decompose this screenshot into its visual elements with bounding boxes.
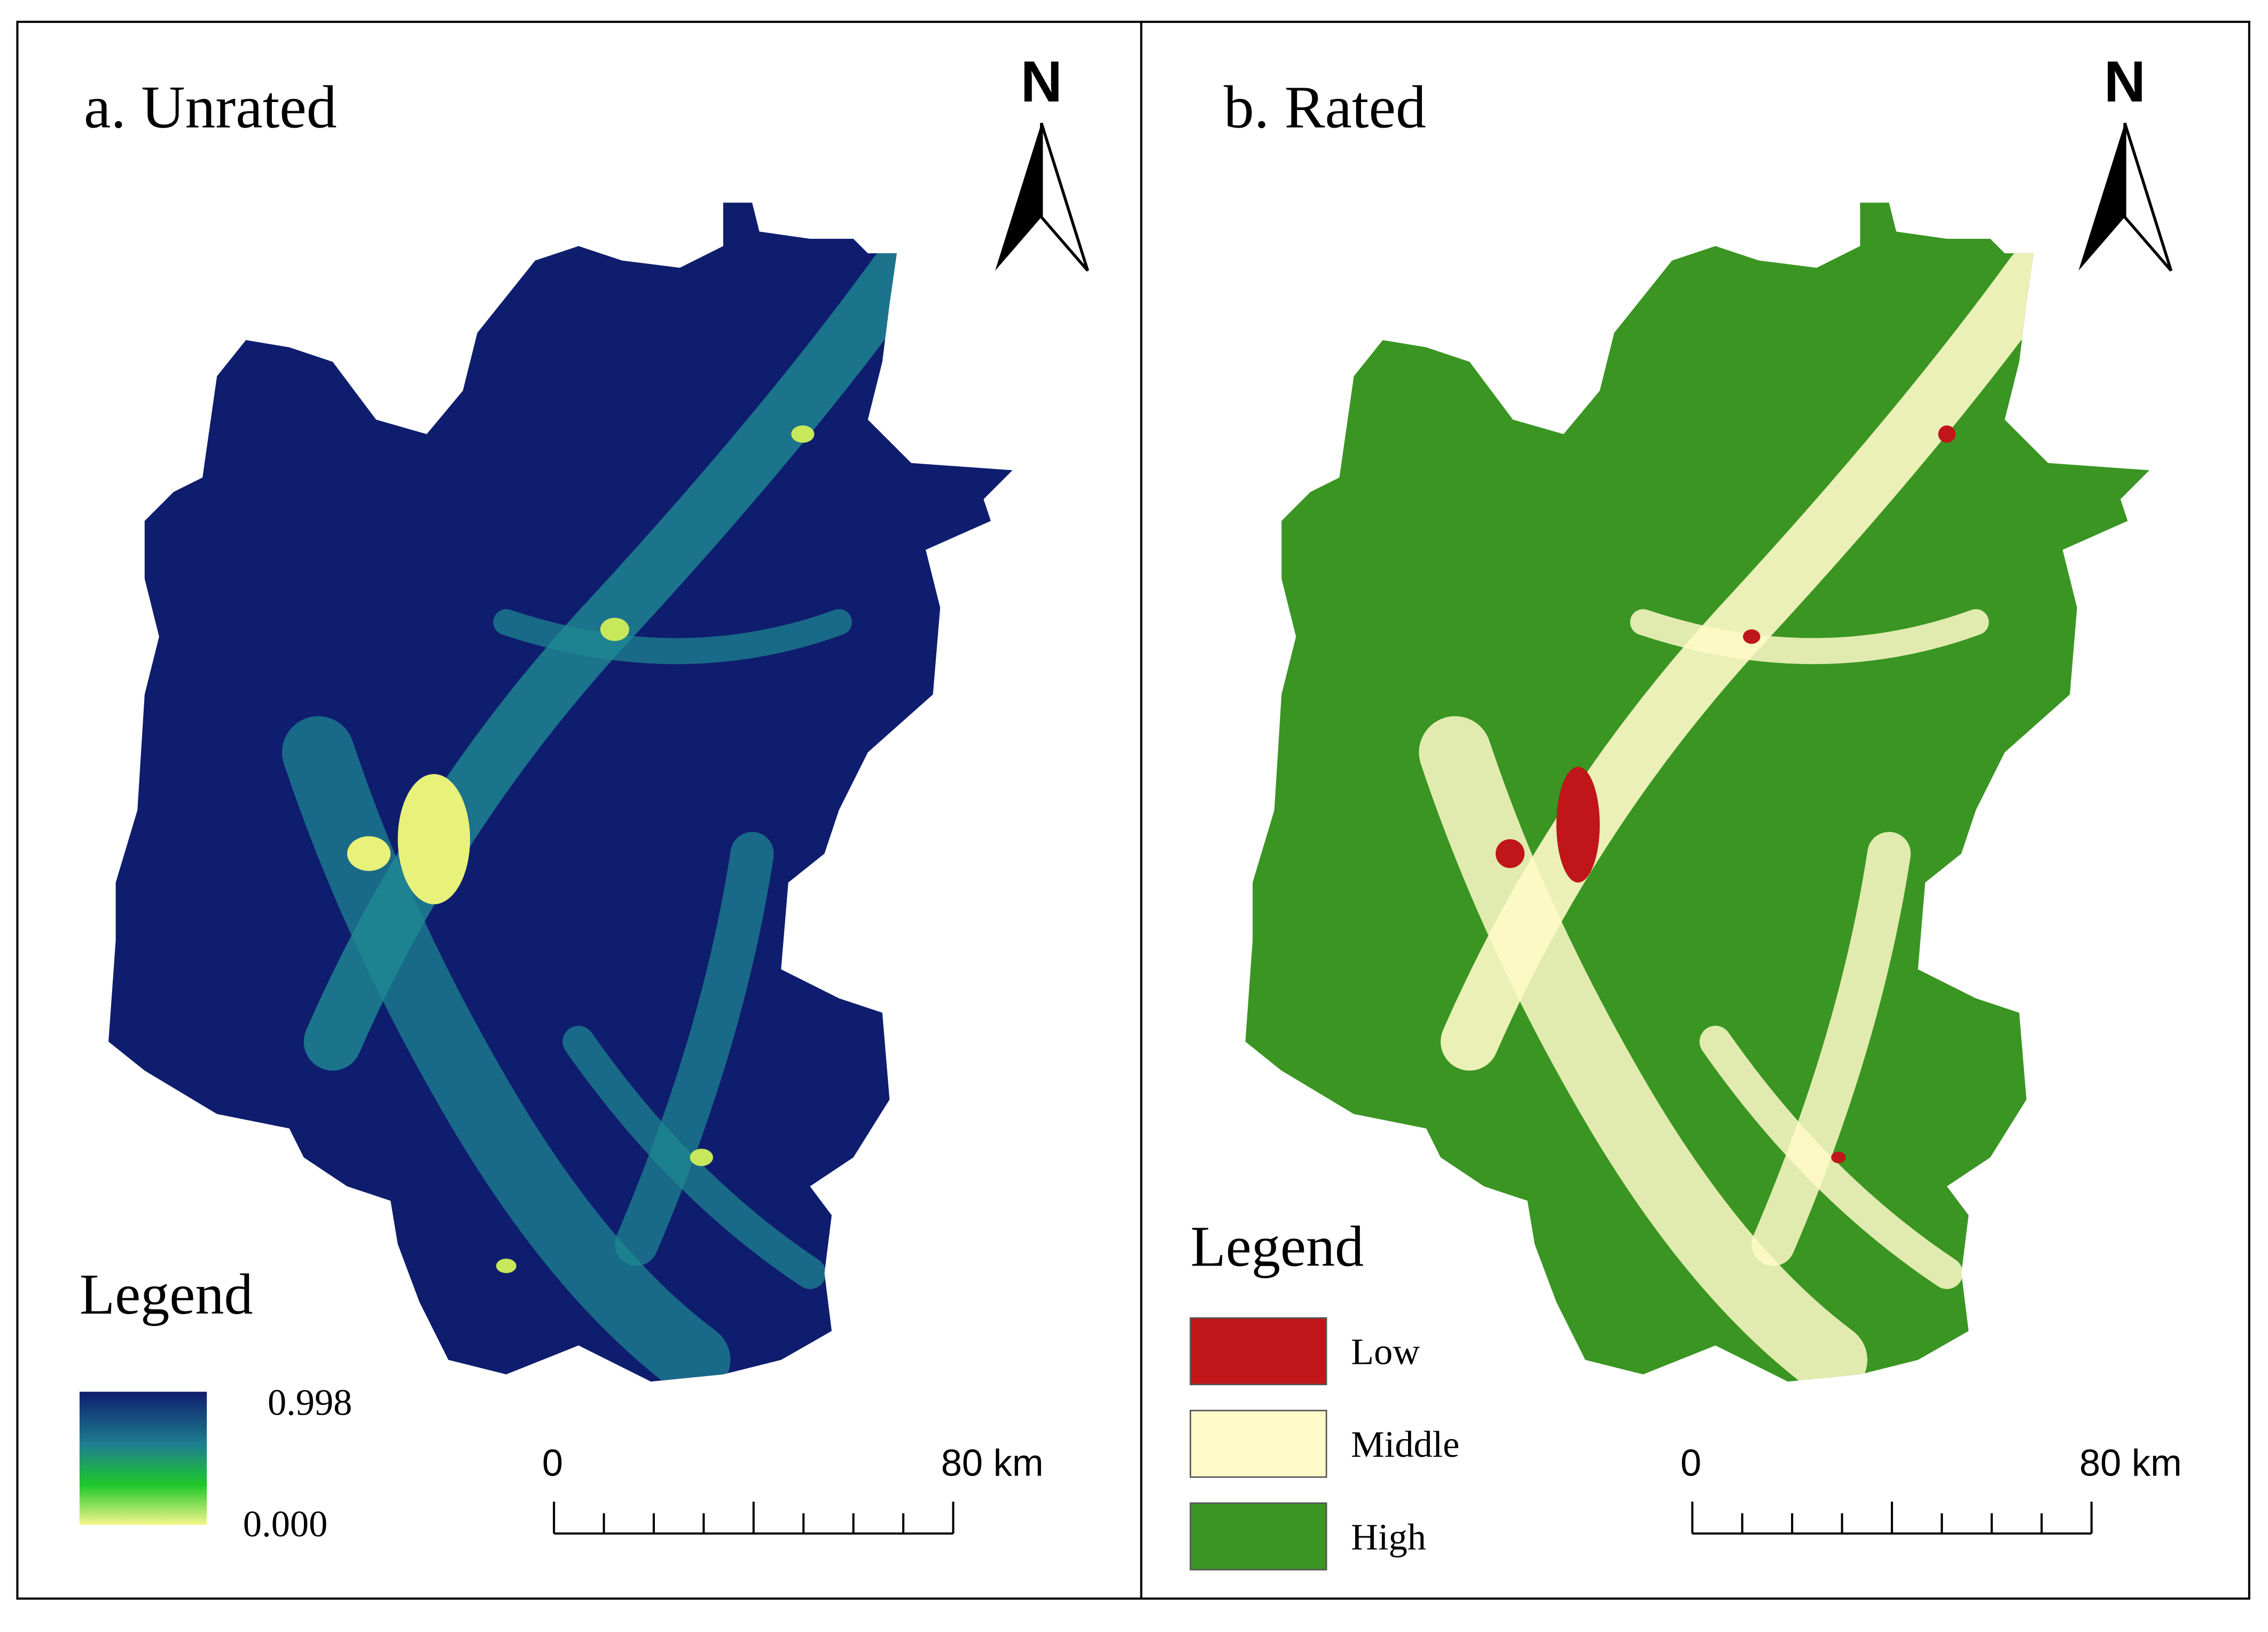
map-patterns — [282, 246, 926, 1382]
legend-label: Middle — [1351, 1424, 1459, 1465]
map-patterns — [1419, 246, 2063, 1382]
north-arrow — [2123, 122, 2173, 272]
legend-gradient — [79, 1392, 207, 1525]
north-label: N — [1021, 49, 1062, 114]
scale-end: 80 km — [2079, 1441, 2182, 1483]
north-arrow — [1039, 122, 1089, 272]
legend-max: 0.998 — [268, 1381, 352, 1423]
legend-title: Legend — [1191, 1215, 1364, 1279]
legend-label: Low — [1351, 1331, 1420, 1373]
scale-bar: 0 80 km — [1680, 1441, 2182, 1535]
legend-title: Legend — [80, 1262, 253, 1326]
legend-min: 0.000 — [243, 1503, 327, 1545]
legend-swatch — [1190, 1502, 1327, 1571]
north-arrow — [995, 123, 1042, 271]
legend-swatch — [1190, 1410, 1327, 1478]
panel-a: a. Unrated N Legend 0.998 0.000 0 80 km — [79, 49, 1089, 1545]
scale-start: 0 — [542, 1441, 563, 1483]
scale-ticks — [553, 1502, 955, 1535]
legend-swatch — [1190, 1317, 1327, 1386]
scale-ticks — [1691, 1502, 2093, 1535]
scale-bar: 0 80 km — [542, 1441, 1044, 1535]
frame — [16, 20, 2250, 1600]
panel-b: b. Rated N Legend Low Middle High 0 80 km — [1190, 49, 2182, 1571]
panel-title: a. Unrated — [84, 74, 337, 141]
panel-title: b. Rated — [1224, 74, 1426, 141]
legend-label: High — [1351, 1516, 1426, 1558]
scale-start: 0 — [1680, 1441, 1701, 1483]
north-label: N — [2104, 49, 2146, 114]
legend-classes: Low Middle High — [1190, 1317, 1460, 1571]
north-arrow — [2078, 123, 2125, 271]
scale-end: 80 km — [941, 1441, 1044, 1483]
